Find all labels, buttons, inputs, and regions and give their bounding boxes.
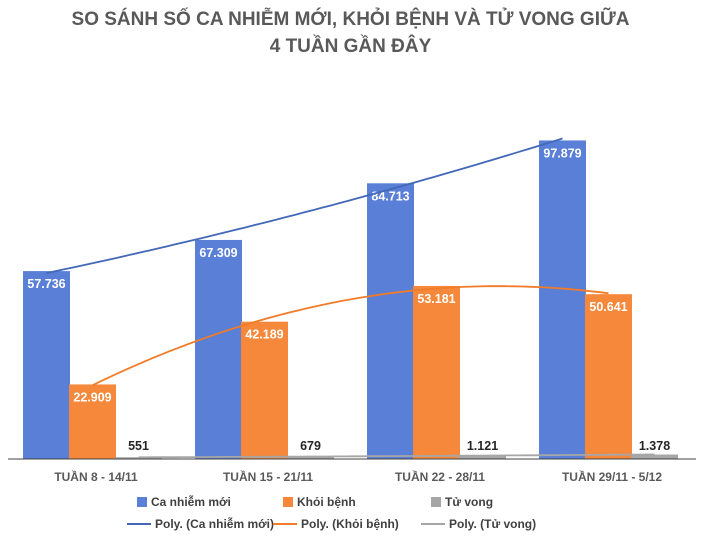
legend-swatch	[283, 497, 293, 507]
x-tick-label: TUẦN 8 - 14/11	[54, 469, 138, 484]
trendline-khỏi-bệnh	[92, 285, 609, 387]
trendline-ca-nhiễm-mới	[46, 137, 563, 274]
data-label: 67.309	[199, 246, 237, 260]
data-label: 22.909	[73, 390, 111, 404]
bar-khỏi-bệnh-3	[413, 285, 460, 459]
legend-entry: Poly. (Khỏi bệnh)	[301, 517, 399, 531]
chart-title-line-1: SO SÁNH SỐ CA NHIỄM MỚI, KHỎI BỆNH VÀ TỬ…	[71, 9, 630, 30]
bar-ca-nhiễm-mới-1	[23, 271, 70, 459]
bar-ca-nhiễm-mới-2	[195, 239, 242, 459]
x-tick-label: TUẦN 29/11 - 5/12	[562, 469, 662, 484]
data-label: 551	[128, 439, 149, 453]
legend-entry: Ca nhiễm mới	[151, 494, 231, 509]
legend-entry: Tử vong	[445, 495, 493, 509]
bar-tử-vong-3	[459, 455, 506, 459]
x-tick-label: TUẦN 22 - 28/11	[395, 469, 485, 484]
data-label: 97.879	[543, 146, 581, 160]
data-label: 42.189	[245, 328, 283, 342]
legend-entry: Poly. (Ca nhiễm mới)	[155, 516, 274, 531]
bar-khỏi-bệnh-4	[585, 294, 632, 459]
data-label: 679	[300, 439, 321, 453]
bar-khỏi-bệnh-2	[241, 321, 288, 459]
data-label: 1.121	[467, 439, 498, 453]
bar-tử-vong-4	[631, 454, 678, 459]
trendline-tử-vong	[138, 453, 655, 459]
legend-entry: Poly. (Tử vong)	[449, 517, 536, 531]
legend-swatch	[137, 497, 147, 507]
chart-title: SO SÁNH SỐ CA NHIỄM MỚI, KHỎI BỆNH VÀ TỬ…	[0, 6, 701, 60]
data-label: 57.736	[27, 277, 65, 291]
bar-ca-nhiễm-mới-3	[367, 183, 414, 460]
bar-tử-vong-2	[287, 456, 334, 459]
data-label: 1.378	[639, 439, 670, 453]
data-label: 53.181	[417, 292, 455, 306]
legend-entry: Khỏi bệnh	[297, 495, 356, 509]
bar-ca-nhiễm-mới-4	[539, 140, 586, 459]
x-tick-label: TUẦN 15 - 21/11	[223, 469, 313, 484]
bar-khỏi-bệnh-1	[69, 384, 116, 459]
legend-swatch	[431, 497, 441, 507]
data-label: 84.713	[371, 189, 409, 203]
data-label: 50.641	[589, 300, 627, 314]
chart-title-line-2: 4 TUẦN GẦN ĐÂY	[269, 36, 432, 57]
